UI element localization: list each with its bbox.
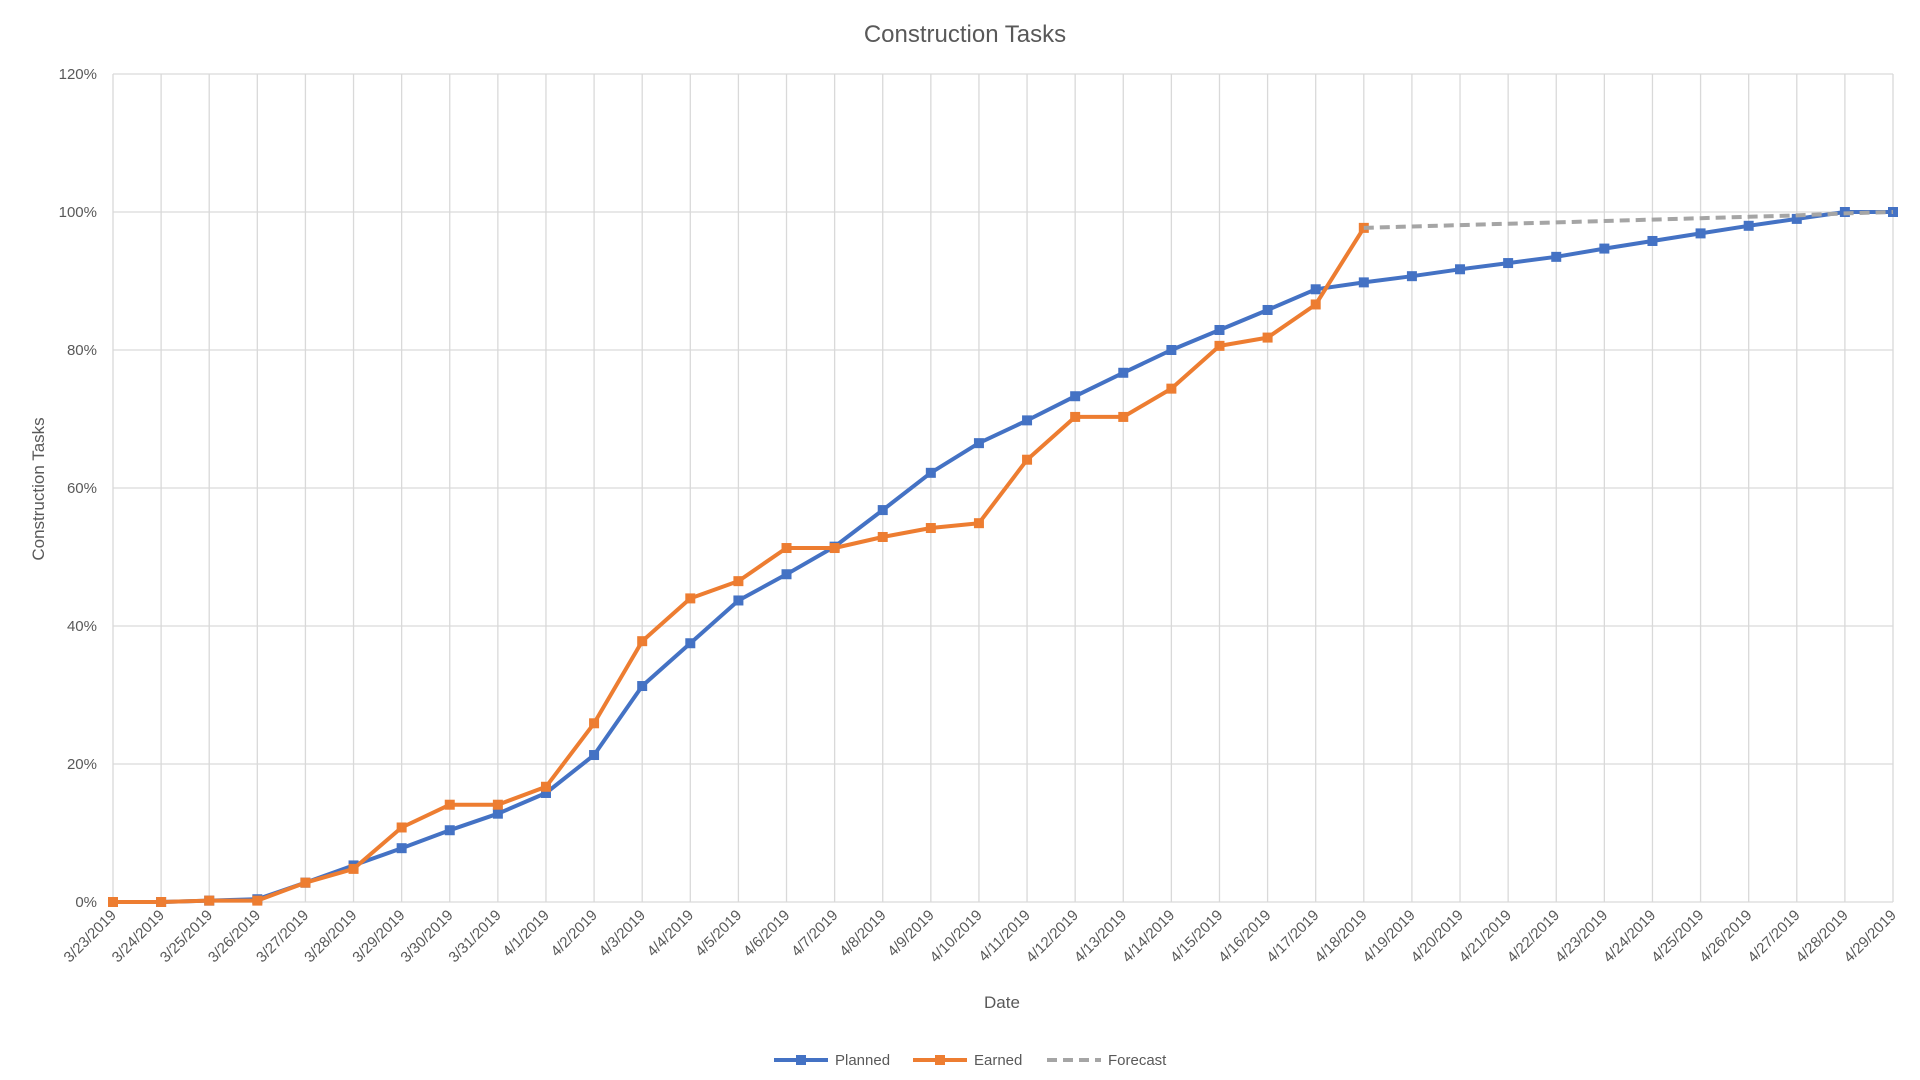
data-point-earned[interactable]: [348, 863, 359, 874]
data-point-planned[interactable]: [1118, 367, 1129, 378]
x-tick-label: 4/10/2019: [927, 907, 986, 966]
data-point-planned[interactable]: [1599, 243, 1610, 254]
y-tick-label: 120%: [59, 66, 97, 83]
data-point-planned[interactable]: [1647, 235, 1658, 246]
data-point-earned[interactable]: [1214, 340, 1225, 351]
data-point-planned[interactable]: [1695, 228, 1706, 239]
data-point-planned[interactable]: [1743, 220, 1754, 231]
data-point-earned[interactable]: [973, 518, 984, 529]
data-point-planned[interactable]: [1358, 277, 1369, 288]
legend-marker-planned: [796, 1055, 806, 1065]
y-tick-label: 80%: [67, 342, 97, 359]
data-point-earned[interactable]: [1070, 411, 1081, 422]
x-tick-label: 4/5/2019: [692, 907, 745, 960]
data-point-earned[interactable]: [685, 593, 696, 604]
data-point-planned[interactable]: [637, 681, 648, 692]
x-tick-label: 4/6/2019: [740, 907, 793, 960]
chart-title: Construction Tasks: [864, 21, 1066, 48]
data-point-earned[interactable]: [733, 576, 744, 587]
data-point-earned[interactable]: [1166, 383, 1177, 394]
series-forecast: [1363, 210, 1894, 230]
data-point-planned[interactable]: [973, 438, 984, 449]
data-point-planned[interactable]: [492, 808, 503, 819]
x-tick-label: 4/7/2019: [788, 907, 841, 960]
data-point-earned[interactable]: [108, 897, 118, 907]
data-point-planned[interactable]: [1455, 264, 1466, 275]
x-tick-label: 4/2/2019: [548, 907, 601, 960]
data-point-planned[interactable]: [733, 595, 744, 606]
x-tick-label: 4/4/2019: [644, 907, 697, 960]
data-point-planned[interactable]: [540, 787, 551, 798]
legend-label-planned: Planned: [835, 1052, 890, 1069]
x-axis-title: Date: [984, 993, 1020, 1012]
x-tick-label: 3/31/2019: [445, 907, 504, 966]
legend-marker-earned: [935, 1055, 945, 1065]
data-point-planned[interactable]: [781, 569, 792, 580]
y-tick-label: 60%: [67, 480, 97, 497]
data-point-earned[interactable]: [252, 895, 263, 906]
grid-lines: [112, 73, 1894, 903]
data-point-earned[interactable]: [877, 531, 888, 542]
y-tick-label: 0%: [75, 894, 97, 911]
series-planned: [108, 207, 1898, 907]
data-point-earned[interactable]: [540, 781, 551, 792]
x-tick-label: 4/3/2019: [596, 907, 649, 960]
y-tick-label: 100%: [59, 204, 97, 221]
data-point-planned[interactable]: [1406, 271, 1417, 282]
series-line-forecast: [1363, 210, 1894, 230]
data-point-earned[interactable]: [156, 897, 167, 907]
data-point-planned[interactable]: [1310, 284, 1321, 295]
data-point-earned[interactable]: [396, 822, 407, 833]
data-point-planned[interactable]: [1503, 258, 1514, 269]
data-point-earned[interactable]: [829, 543, 840, 554]
series-earned: [108, 222, 1369, 907]
x-axis-ticks: 3/23/20193/24/20193/25/20193/26/20193/27…: [61, 907, 1900, 966]
data-point-earned[interactable]: [204, 895, 215, 906]
y-axis-ticks: 0% 20% 40% 60% 80% 100% 120%: [59, 66, 97, 911]
x-tick-label: 4/8/2019: [836, 907, 889, 960]
legend-label-earned: Earned: [974, 1052, 1022, 1069]
y-tick-label: 40%: [67, 618, 97, 635]
y-axis-title: Construction Tasks: [29, 417, 48, 560]
data-point-planned[interactable]: [1070, 391, 1081, 402]
data-point-planned[interactable]: [589, 750, 600, 761]
data-point-earned[interactable]: [300, 877, 311, 888]
legend-item-planned[interactable]: Planned: [774, 1052, 890, 1069]
data-point-earned[interactable]: [492, 799, 503, 810]
x-tick-label: 4/1/2019: [499, 907, 552, 960]
data-point-planned[interactable]: [877, 505, 888, 516]
data-point-earned[interactable]: [1310, 299, 1321, 310]
data-point-earned[interactable]: [1022, 454, 1033, 465]
legend-label-forecast: Forecast: [1108, 1052, 1167, 1069]
data-point-earned[interactable]: [781, 543, 792, 554]
data-point-earned[interactable]: [1262, 332, 1273, 343]
data-point-planned[interactable]: [444, 825, 455, 836]
data-point-planned[interactable]: [925, 467, 936, 478]
x-tick-label: 4/29/2019: [1841, 907, 1900, 966]
data-point-planned[interactable]: [1214, 324, 1225, 335]
y-tick-label: 20%: [67, 756, 97, 773]
data-point-earned[interactable]: [589, 718, 600, 729]
series-line-planned: [111, 210, 1895, 904]
legend-item-forecast[interactable]: Forecast: [1047, 1052, 1167, 1069]
series-layer: [108, 207, 1898, 907]
data-point-planned[interactable]: [1791, 213, 1802, 224]
legend-item-earned[interactable]: Earned: [913, 1052, 1022, 1069]
data-point-planned[interactable]: [1262, 304, 1273, 315]
data-point-planned[interactable]: [1022, 415, 1033, 426]
data-point-planned[interactable]: [1551, 251, 1562, 262]
data-point-planned[interactable]: [685, 638, 696, 649]
data-point-planned[interactable]: [1166, 345, 1177, 355]
data-point-earned[interactable]: [637, 636, 648, 647]
data-point-planned[interactable]: [396, 843, 407, 854]
data-point-earned[interactable]: [1118, 411, 1129, 422]
data-point-earned[interactable]: [444, 799, 455, 810]
data-point-earned[interactable]: [925, 523, 936, 534]
legend[interactable]: Planned Earned Forecast: [774, 1052, 1167, 1069]
